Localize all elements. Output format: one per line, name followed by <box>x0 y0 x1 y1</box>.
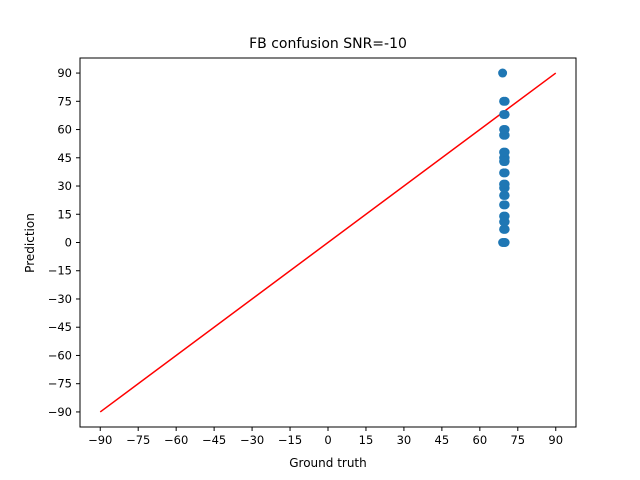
x-tick-label: 60 <box>473 433 488 447</box>
y-tick-label: −45 <box>48 320 72 334</box>
scatter-point <box>499 238 509 247</box>
scatter-point <box>499 109 509 119</box>
x-tick-label: −75 <box>126 433 150 447</box>
x-tick-label: −45 <box>202 433 226 447</box>
y-tick-label: 0 <box>65 236 72 250</box>
y-tick-label: 75 <box>57 94 72 108</box>
scatter-point <box>499 125 509 135</box>
y-tick-label: −60 <box>48 348 72 362</box>
scatter-point <box>499 179 509 189</box>
x-tick-label: −90 <box>88 433 112 447</box>
scatter-point <box>499 168 509 178</box>
identity-reference-line <box>99 72 557 413</box>
x-tick-label: −15 <box>278 433 302 447</box>
x-tick-label: 75 <box>510 433 525 447</box>
y-tick-label: 60 <box>57 123 72 137</box>
y-tick-label: 90 <box>57 66 72 80</box>
y-tick-label: 30 <box>57 179 72 193</box>
scatter-point <box>499 190 509 200</box>
x-tick-label: −60 <box>164 433 188 447</box>
scatter-point <box>499 211 509 221</box>
y-tick-label: −90 <box>48 405 72 419</box>
x-axis-label: Ground truth <box>289 456 367 470</box>
y-tick-label: −30 <box>48 292 72 306</box>
x-tick-label: 15 <box>359 433 374 447</box>
y-tick-label: −15 <box>48 264 72 278</box>
x-tick-label: 30 <box>397 433 412 447</box>
y-tick-label: 45 <box>57 151 72 165</box>
x-tick-label: 0 <box>324 433 331 447</box>
plot-area <box>99 68 557 413</box>
scatter-point <box>499 96 509 106</box>
scatter-point <box>499 147 509 157</box>
y-tick-label: 15 <box>57 207 72 221</box>
y-tick-label: −75 <box>48 377 72 391</box>
x-tick-label: 45 <box>435 433 450 447</box>
scatter-point <box>498 68 508 78</box>
x-tick-label: 90 <box>548 433 563 447</box>
y-axis-ticks: −90 −75 −60 −45 −30 −15 0 15 30 45 60 75 90 <box>48 66 80 419</box>
x-tick-label: −30 <box>240 433 264 447</box>
scatter-point <box>499 200 509 210</box>
y-axis-label: Prediction <box>23 213 37 273</box>
chart-title: FB confusion SNR=-10 <box>249 36 407 52</box>
scatter-point <box>499 224 509 234</box>
x-axis-ticks: −90 −75 −60 −45 −30 −15 0 15 30 45 60 75 90 <box>88 427 563 447</box>
